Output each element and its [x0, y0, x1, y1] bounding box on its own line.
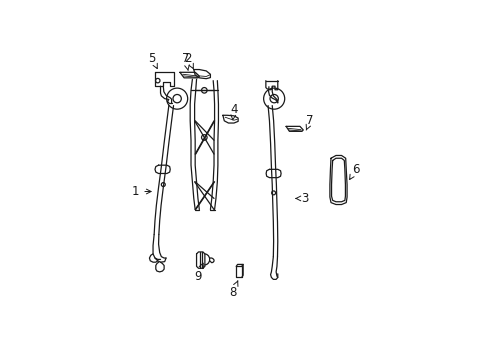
Text: 4: 4: [230, 103, 237, 120]
Text: 9: 9: [194, 263, 203, 283]
Text: 7: 7: [182, 52, 189, 71]
Text: 3: 3: [295, 192, 308, 205]
Text: 1: 1: [132, 185, 151, 198]
Text: 8: 8: [228, 281, 238, 299]
Text: 5: 5: [148, 52, 157, 68]
Text: 2: 2: [184, 52, 193, 68]
Text: 7: 7: [305, 114, 313, 130]
Text: 6: 6: [349, 163, 359, 180]
